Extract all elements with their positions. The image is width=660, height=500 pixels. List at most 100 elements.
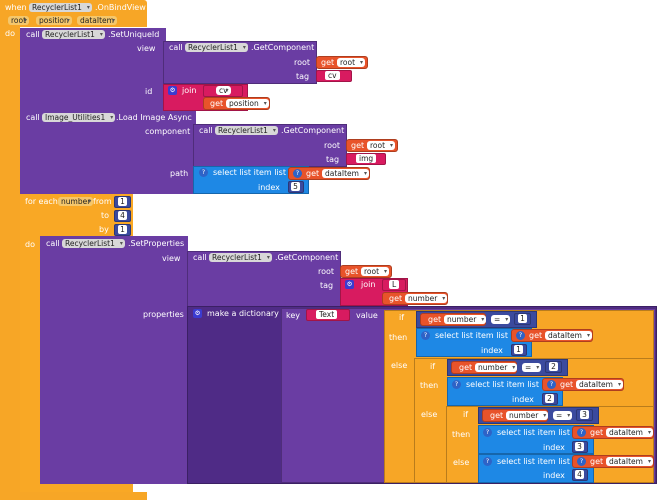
call-label: call [169, 43, 183, 52]
call-label: call [26, 113, 40, 122]
get-label: get [345, 267, 359, 276]
tag-cv-text[interactable]: cv [325, 71, 340, 80]
root-arg-label: root [294, 58, 311, 67]
param-position[interactable]: position [36, 16, 72, 25]
join-label: join [182, 86, 197, 95]
call-label: call [199, 126, 213, 135]
mutator-question-icon[interactable]: ? [516, 331, 525, 340]
setproperties-method-label: .SetProperties [128, 239, 185, 248]
make-dictionary-label: make a dictionary [207, 309, 279, 318]
select-3-index[interactable]: 3 [575, 442, 584, 451]
index-label: index [481, 346, 503, 355]
setuniqueid-block[interactable] [20, 28, 166, 111]
if-label: if [463, 410, 469, 419]
getcomponent-2-component-dropdown[interactable]: RecyclerList1 [215, 126, 278, 135]
mutator-question-icon[interactable]: ? [199, 168, 208, 177]
gear-icon[interactable]: ⚙ [345, 280, 354, 289]
join-2-string[interactable]: L [389, 280, 400, 289]
tag-img-text[interactable]: img [356, 154, 377, 163]
select-list-item-label: select list item list [466, 380, 539, 389]
get-label: get [529, 331, 543, 340]
compare-3-op-dropdown[interactable]: = [553, 411, 573, 420]
from-number[interactable]: 1 [118, 197, 127, 206]
else-label: else [421, 410, 438, 419]
join-label: join [361, 280, 376, 289]
key-text[interactable]: Text [316, 310, 338, 319]
event-component-dropdown[interactable]: RecyclerList1 [29, 3, 92, 12]
loop-var-dropdown[interactable]: number [58, 197, 94, 206]
compare-1-op-dropdown[interactable]: = [491, 315, 511, 324]
get-label: get [590, 457, 604, 466]
select-else-list-var-dropdown[interactable]: dataItem [606, 457, 653, 466]
join-1-string[interactable]: cv [216, 86, 231, 95]
do-label: do [5, 29, 15, 38]
compare-1-var-dropdown[interactable]: number [444, 315, 487, 324]
mutator-question-icon[interactable]: ? [577, 428, 586, 437]
call-label: call [193, 253, 207, 262]
select-else-index[interactable]: 4 [575, 470, 584, 479]
then-label: then [389, 333, 408, 342]
select-1-index[interactable]: 1 [514, 345, 523, 354]
mutator-question-icon[interactable]: ? [483, 457, 492, 466]
to-number[interactable]: 4 [118, 211, 127, 220]
getcomponent-1-component-dropdown[interactable]: RecyclerList1 [185, 43, 248, 52]
compare-2-number[interactable]: 2 [549, 362, 558, 371]
select-3-list-var-dropdown[interactable]: dataItem [606, 428, 653, 437]
compare-2-var-dropdown[interactable]: number [475, 363, 518, 372]
mutator-question-icon[interactable]: ? [293, 169, 302, 178]
get-root-var-dropdown[interactable]: root [337, 58, 366, 67]
get-label: get [351, 141, 365, 150]
setproperties-block[interactable] [40, 236, 188, 484]
get-label: get [459, 363, 473, 372]
when-label: when [5, 3, 27, 12]
compare-1-number[interactable]: 1 [518, 314, 527, 323]
loadimage-block[interactable] [20, 111, 196, 194]
get-label: get [210, 99, 224, 108]
setuniqueid-component-dropdown[interactable]: RecyclerList1 [42, 30, 105, 39]
get-root-var-dropdown[interactable]: root [367, 141, 396, 150]
gear-icon[interactable]: ⚙ [193, 309, 202, 318]
mutator-question-icon[interactable]: ? [577, 457, 586, 466]
select-list-item-label: select list item list [435, 331, 508, 340]
get-number-var-dropdown[interactable]: number [405, 294, 448, 303]
component-arg-label: component [145, 127, 191, 136]
select-list-item-label: select list item list [497, 428, 570, 437]
compare-3-var-dropdown[interactable]: number [506, 411, 549, 420]
tag-arg-label: tag [326, 155, 340, 164]
getcomponent-3-component-dropdown[interactable]: RecyclerList1 [209, 253, 272, 262]
get-dataitem-var-dropdown[interactable]: dataItem [322, 169, 369, 178]
event-bottom [0, 492, 147, 500]
for-each-label: for each [25, 197, 58, 206]
event-do-spine [0, 27, 20, 492]
root-arg-label: root [324, 141, 341, 150]
mutator-question-icon[interactable]: ? [547, 380, 556, 389]
select-1-list-var-dropdown[interactable]: dataItem [545, 331, 592, 340]
from-label: from [93, 197, 112, 206]
select-2-list-var-dropdown[interactable]: dataItem [576, 380, 623, 389]
index-number[interactable]: 5 [291, 182, 300, 191]
view-arg-label: view [162, 254, 181, 263]
get-position-var-dropdown[interactable]: position [226, 99, 269, 108]
mutator-question-icon[interactable]: ? [452, 380, 461, 389]
compare-3-number[interactable]: 3 [580, 410, 589, 419]
param-dataitem[interactable]: dataItem [77, 16, 117, 25]
for-each-do-spine [20, 238, 40, 483]
mutator-question-icon[interactable]: ? [421, 331, 430, 340]
get-label: get [560, 380, 574, 389]
loadimage-method-label: .Load Image Async [116, 113, 192, 122]
loadimage-component-dropdown[interactable]: Image_Utilities1 [42, 113, 116, 122]
mutator-question-icon[interactable]: ? [483, 428, 492, 437]
then-label: then [452, 430, 471, 439]
by-label: by [99, 225, 109, 234]
by-number[interactable]: 1 [118, 225, 127, 234]
select-2-index[interactable]: 2 [545, 394, 554, 403]
setproperties-component-dropdown[interactable]: RecyclerList1 [62, 239, 125, 248]
index-label: index [543, 443, 565, 452]
param-root[interactable]: root [8, 16, 30, 25]
get-root-var-dropdown[interactable]: root [361, 267, 390, 276]
gear-icon[interactable]: ⚙ [168, 86, 177, 95]
value-label: value [356, 311, 378, 320]
compare-2-op-dropdown[interactable]: = [522, 363, 542, 372]
call-label: call [46, 239, 60, 248]
id-arg-label: id [145, 87, 153, 96]
